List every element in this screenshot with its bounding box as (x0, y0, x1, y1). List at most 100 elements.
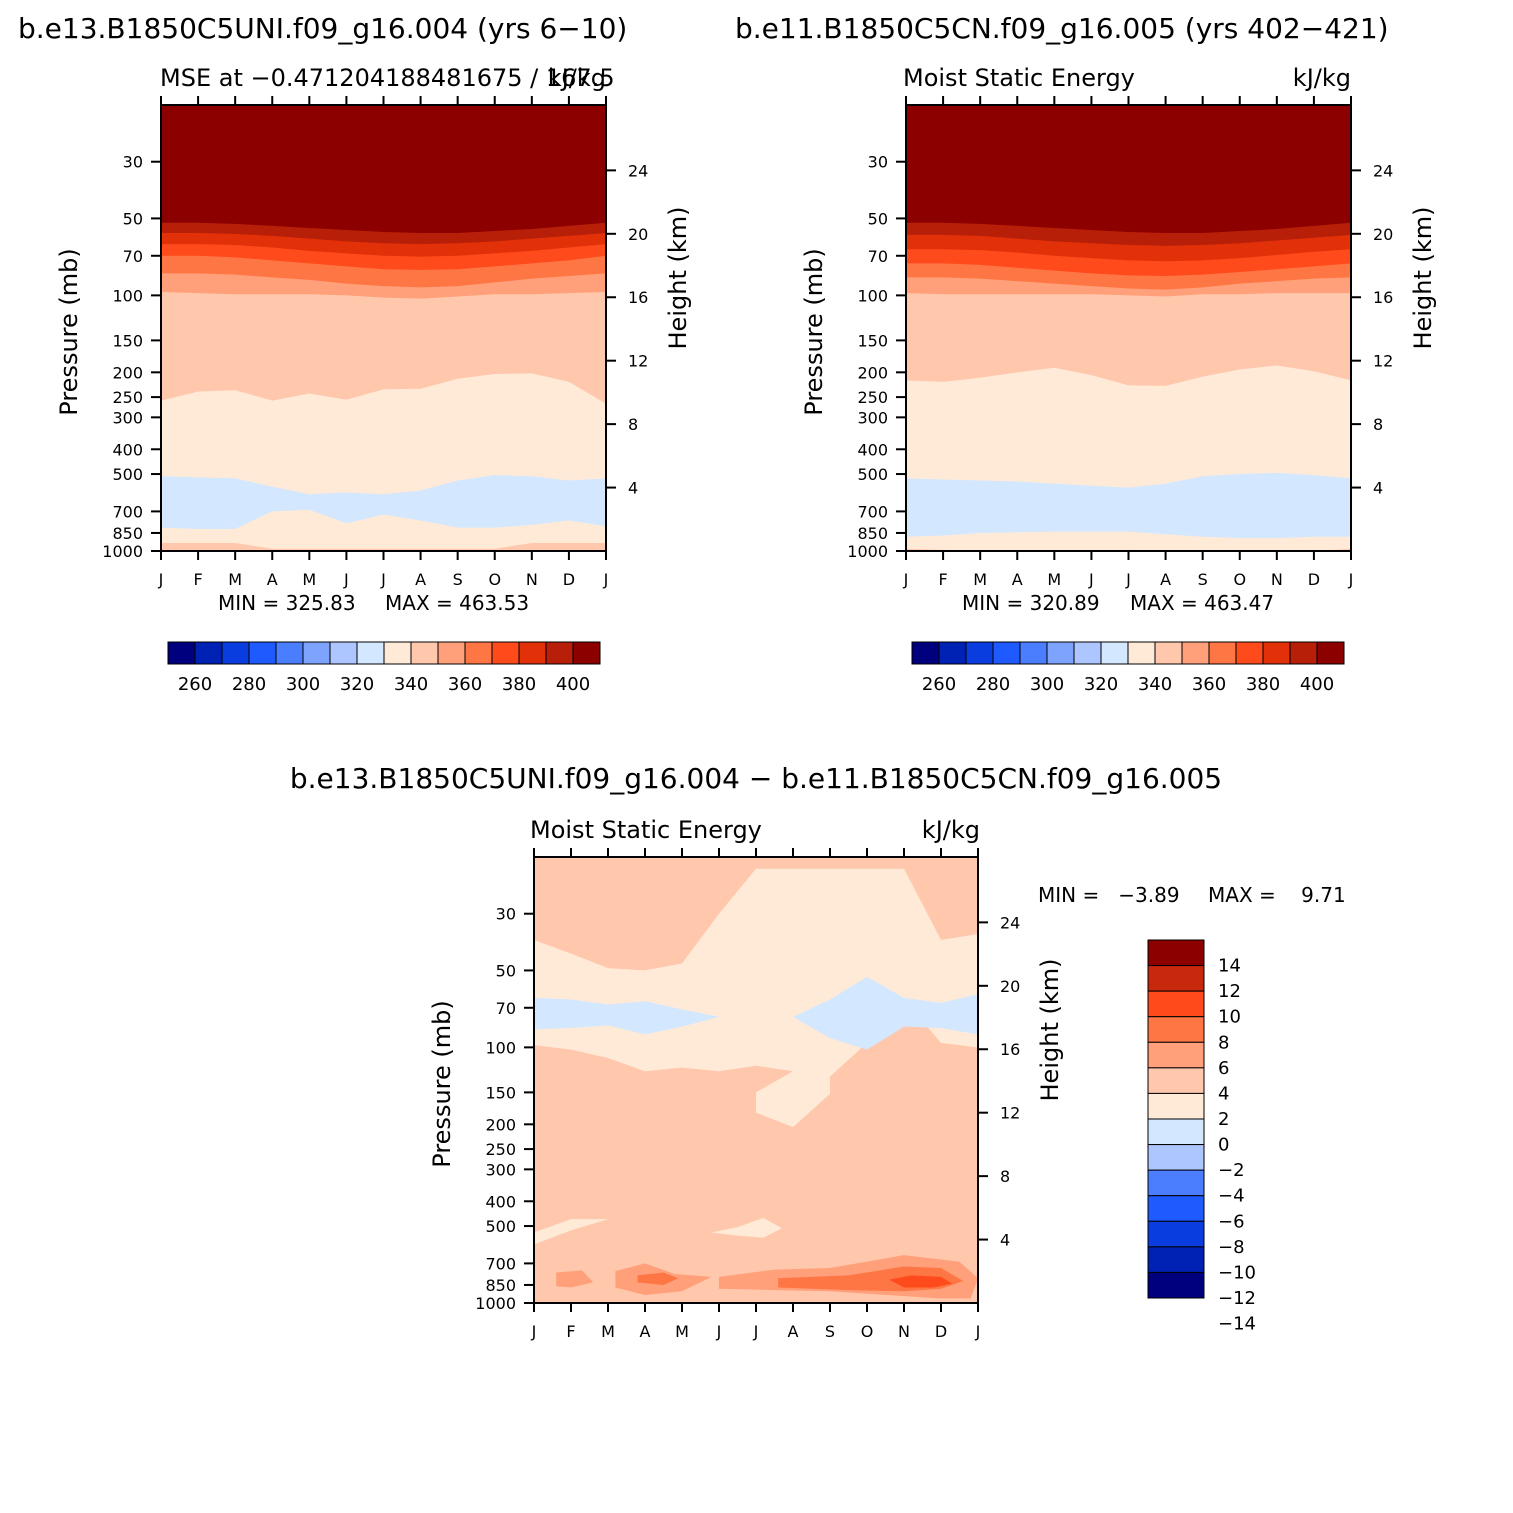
panel-2-height-label: 16 (1373, 288, 1393, 307)
panel-3-height-label: 16 (1000, 1040, 1020, 1059)
panel-1-month-label: J (380, 570, 386, 589)
panel-1-colorbar-label: 400 (556, 674, 590, 695)
panel-1-colorbar-box (545, 641, 574, 665)
panel-3-min-label: MIN = −3.89 (1038, 883, 1180, 907)
panel-1-pressure-label: 400 (112, 440, 143, 459)
panel-1-month-label: J (158, 570, 164, 589)
panel-3-pressure-label: 850 (485, 1276, 516, 1295)
panel-1-colorbar-box (383, 641, 412, 665)
panel-2-pressure-label: 30 (868, 153, 888, 172)
panel-2-colorbar-box (1316, 641, 1345, 665)
panel-2-figure-title: b.e11.B1850C5CN.f09_g16.005 (yrs 402−421… (735, 12, 1389, 45)
panel-3-colorbar-label: −14 (1218, 1314, 1256, 1335)
panel-1-month-label: F (193, 570, 202, 589)
panel-1-colorbar-box (221, 641, 250, 665)
panel-2-height-label: 12 (1373, 352, 1393, 371)
panel-2-month-label: A (1012, 570, 1023, 589)
panel-3-pressure-label: 400 (485, 1192, 516, 1211)
panel-2-max-label: MAX = 463.47 (1130, 591, 1274, 615)
panel-2-colorbar-box (965, 641, 994, 665)
panel-1-month-label: A (415, 570, 426, 589)
panel-3-region-lower-positive-4 (556, 1270, 594, 1288)
panel-2-colorbar-box (1154, 641, 1183, 665)
panel-1-colorbar-box (302, 641, 331, 665)
panel-2-title-right: kJ/kg (1293, 64, 1351, 92)
panel-3-title-left: Moist Static Energy (530, 816, 762, 844)
panel-1-colorbar-box (572, 641, 601, 665)
panel-3-pressure-label: 500 (485, 1217, 516, 1236)
panel-3-colorbar-label: −8 (1218, 1237, 1245, 1258)
panel-3-pressure-label: 150 (485, 1083, 516, 1102)
panel-3-colorbar-label: 4 (1218, 1083, 1229, 1104)
panel-1-contour-fill (161, 105, 606, 551)
panel-3-pressure-label: 70 (496, 999, 516, 1018)
panel-1-month-label: J (343, 570, 349, 589)
panel-1-pressure-label: 250 (112, 388, 143, 407)
panel-3-pressure-label: 200 (485, 1115, 516, 1134)
panel-2-pressure-label: 200 (857, 363, 888, 382)
panel-3-region-upper-negative (534, 868, 978, 1128)
panel-2-colorbar-label: 380 (1246, 674, 1280, 695)
panel-2-min-label: MIN = 320.89 (962, 591, 1100, 615)
panel-1-colorbar-box (464, 641, 493, 665)
panel-2-pressure-label: 70 (868, 247, 888, 266)
panel-2-pressure-label: 700 (857, 502, 888, 521)
panel-3-month-label: A (640, 1322, 651, 1341)
panel-3-colorbar-box (1147, 1220, 1205, 1248)
panel-2-colorbar-box (992, 641, 1021, 665)
panel-1-pressure-label: 700 (112, 502, 143, 521)
panel-1-title-right: kJ/kg (548, 64, 606, 92)
panel-2-month-label: S (1198, 570, 1208, 589)
panel-1-colorbar-box (491, 641, 520, 665)
panel-difference-mse: b.e13.B1850C5UNI.f09_g16.004 − b.e11.B18… (290, 762, 1346, 1341)
panel-2-pressure-label: 1000 (847, 542, 888, 561)
panel-3-month-label: J (753, 1322, 759, 1341)
panel-3-colorbar-box (1147, 1118, 1205, 1146)
panel-1-month-label: M (302, 570, 316, 589)
panel-3-pressure-label: 250 (485, 1140, 516, 1159)
panel-2-month-label: J (903, 570, 909, 589)
panel-1-height-label: 4 (628, 479, 638, 498)
panel-3-colorbar-box (1147, 1246, 1205, 1273)
panel-1-month-label: J (603, 570, 609, 589)
panel-3-pressure-label: 100 (485, 1038, 516, 1057)
panel-3-max-label: MAX = 9.71 (1208, 883, 1346, 907)
panel-1-band-400 (161, 105, 606, 233)
panel-1-month-label: M (228, 570, 242, 589)
panel-2-contour-fill (906, 105, 1351, 551)
panel-1-pressure-label: 500 (112, 465, 143, 484)
panel-3-colorbar-label: 2 (1218, 1109, 1229, 1130)
panel-3-height-label: 20 (1000, 977, 1020, 996)
panel-2-height-label: 20 (1373, 225, 1393, 244)
panel-3-colorbar-label: 10 (1218, 1007, 1241, 1028)
panel-2-pressure-label: 150 (857, 331, 888, 350)
panel-3-title-right: kJ/kg (922, 816, 980, 844)
panel-2-pressure-label: 400 (857, 440, 888, 459)
panel-3-month-label: J (716, 1322, 722, 1341)
panel-3-region-lower-positive-6 (637, 1272, 679, 1285)
panel-3-region-upper-strong-negative (534, 997, 719, 1035)
panel-2-colorbar-box (1073, 641, 1102, 665)
panel-3-figure-title: b.e13.B1850C5UNI.f09_g16.004 − b.e11.B18… (290, 762, 1222, 795)
panel-1-pressure-label: 200 (112, 363, 143, 382)
panel-1-height-label: 8 (628, 415, 638, 434)
panel-2-pressure-label: 500 (857, 465, 888, 484)
panel-2-month-label: F (938, 570, 947, 589)
panel-3-colorbar-label: 14 (1218, 956, 1241, 977)
panel-3-colorbar-label: −12 (1218, 1288, 1256, 1309)
panel-2-pressure-label: 300 (857, 408, 888, 427)
panel-2-colorbar-label: 300 (1030, 674, 1064, 695)
panel-2-month-label: O (1233, 570, 1246, 589)
panel-3-ylabel: Pressure (mb) (428, 1000, 456, 1167)
panel-3-colorbar-box (1147, 1041, 1205, 1069)
panel-2-height-label: 8 (1373, 415, 1383, 434)
panel-1-colorbar-box (410, 641, 439, 665)
panel-3-colorbar-label: −6 (1218, 1211, 1245, 1232)
panel-3-colorbar-box (1147, 1016, 1205, 1043)
panel-1-figure-title: b.e13.B1850C5UNI.f09_g16.004 (yrs 6−10) (18, 12, 627, 45)
panel-1-month-label: O (488, 570, 501, 589)
panel-2-colorbar-label: 320 (1084, 674, 1118, 695)
panel-3-pressure-label: 700 (485, 1254, 516, 1273)
